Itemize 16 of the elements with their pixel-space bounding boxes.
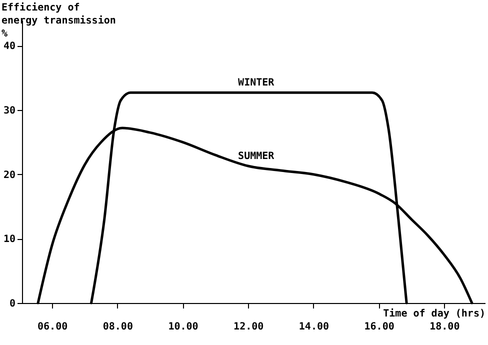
y-tick-label: 10 — [3, 234, 16, 246]
y-tick-label: 30 — [3, 106, 16, 117]
x-tick-label: 10.00 — [168, 322, 198, 332]
y-tick-label: 0 — [9, 298, 16, 310]
y-tick-label: 20 — [3, 170, 16, 181]
x-tick-label: 06.00 — [38, 322, 68, 332]
x-axis-title: Time of day (hrs) — [383, 308, 486, 320]
x-tick-label: 18.00 — [430, 322, 460, 332]
series-label: SUMMER — [238, 151, 276, 162]
y-tick-label: 40 — [3, 41, 16, 52]
x-tick-label: 14.00 — [298, 322, 330, 332]
x-tick-label: 16.00 — [364, 322, 394, 332]
y-axis-title: Efficiency of energy transmission % — [2, 2, 116, 40]
x-tick-label: 12.00 — [234, 322, 264, 332]
series-label: WINTER — [238, 78, 276, 89]
x-tick-label: 08.00 — [102, 322, 133, 332]
